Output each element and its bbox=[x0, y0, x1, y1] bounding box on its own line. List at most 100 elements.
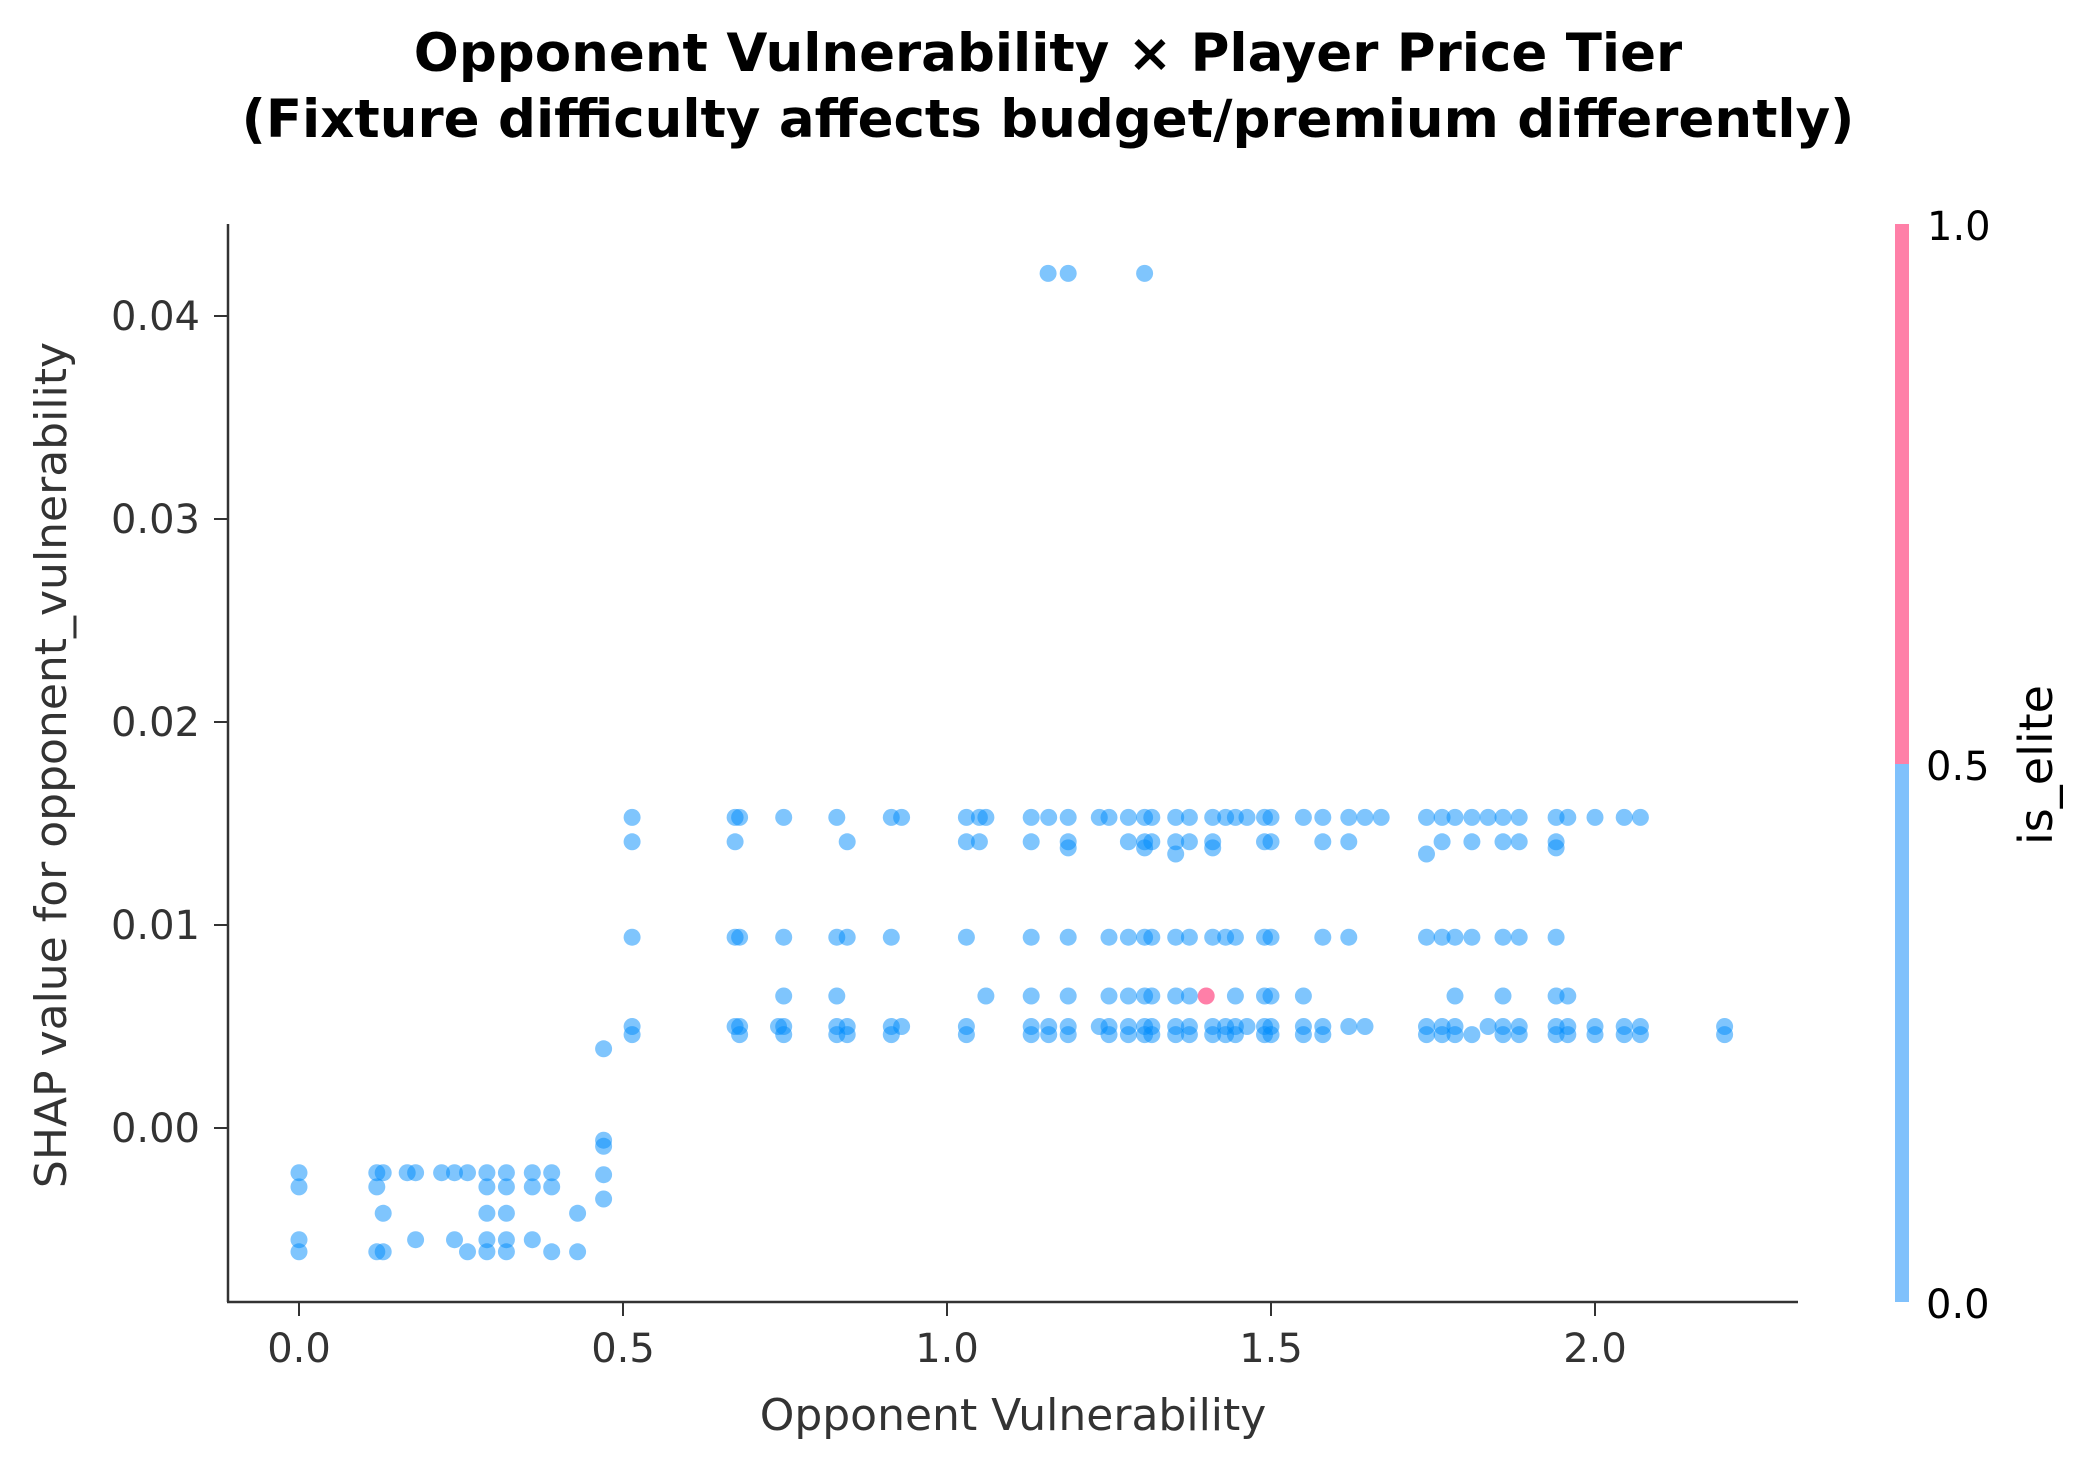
data-point-non-elite bbox=[1262, 1026, 1280, 1044]
data-point-non-elite bbox=[433, 1164, 451, 1182]
data-point-non-elite bbox=[1547, 1026, 1565, 1044]
x-axis-ticks: 0.0 0.5 1.0 1.5 2.0 bbox=[267, 1302, 1627, 1372]
data-point-non-elite bbox=[1022, 928, 1040, 946]
data-point-non-elite bbox=[1226, 987, 1244, 1005]
data-point-non-elite bbox=[1294, 808, 1312, 826]
data-point-non-elite bbox=[1559, 808, 1577, 826]
data-point-non-elite bbox=[731, 1026, 749, 1044]
x-tick-label: 2.0 bbox=[1563, 1326, 1627, 1372]
data-point-non-elite bbox=[1136, 839, 1154, 857]
y-tick-label: 0.01 bbox=[111, 903, 200, 949]
data-point-non-elite bbox=[1356, 808, 1374, 826]
data-point-non-elite bbox=[1340, 808, 1358, 826]
data-point-non-elite bbox=[478, 1231, 496, 1249]
data-point-non-elite bbox=[1615, 1026, 1633, 1044]
data-point-non-elite bbox=[623, 808, 641, 826]
data-point-non-elite bbox=[957, 833, 975, 851]
data-point-non-elite bbox=[775, 987, 793, 1005]
data-point-non-elite bbox=[977, 808, 995, 826]
data-point-non-elite bbox=[1022, 833, 1040, 851]
data-point-non-elite bbox=[543, 1178, 561, 1196]
data-point-non-elite bbox=[1204, 1026, 1222, 1044]
data-point-non-elite bbox=[623, 833, 641, 851]
data-point-non-elite bbox=[731, 928, 749, 946]
data-point-non-elite bbox=[1059, 928, 1077, 946]
data-point-non-elite bbox=[1262, 987, 1280, 1005]
data-points bbox=[290, 264, 1734, 1261]
data-point-non-elite bbox=[623, 1026, 641, 1044]
data-point-non-elite bbox=[1433, 833, 1451, 851]
data-point-non-elite bbox=[290, 1243, 308, 1261]
data-point-non-elite bbox=[838, 833, 856, 851]
data-point-non-elite bbox=[1262, 808, 1280, 826]
data-point-non-elite bbox=[1143, 1026, 1161, 1044]
data-point-non-elite bbox=[893, 808, 911, 826]
x-axis-label: Opponent Vulnerability bbox=[760, 1390, 1267, 1441]
data-point-non-elite bbox=[1446, 808, 1464, 826]
data-point-non-elite bbox=[478, 1243, 496, 1261]
data-point-non-elite bbox=[1479, 808, 1497, 826]
data-point-non-elite bbox=[1143, 808, 1161, 826]
data-point-non-elite bbox=[374, 1164, 392, 1182]
data-point-non-elite bbox=[543, 1243, 561, 1261]
data-point-non-elite bbox=[595, 1040, 613, 1058]
y-tick-label: 0.00 bbox=[111, 1106, 200, 1152]
data-point-non-elite bbox=[1418, 928, 1435, 946]
data-point-non-elite bbox=[569, 1204, 587, 1222]
data-point-non-elite bbox=[1119, 1026, 1137, 1044]
data-point-non-elite bbox=[1022, 1026, 1040, 1044]
y-tick-label: 0.04 bbox=[111, 294, 200, 340]
x-tick-label: 1.5 bbox=[1239, 1326, 1303, 1372]
data-point-non-elite bbox=[1463, 1026, 1481, 1044]
data-point-non-elite bbox=[1226, 928, 1244, 946]
data-point-non-elite bbox=[1547, 987, 1565, 1005]
data-point-non-elite bbox=[478, 1204, 496, 1222]
data-point-non-elite bbox=[1547, 928, 1565, 946]
data-point-non-elite bbox=[1059, 839, 1077, 857]
data-point-non-elite bbox=[1262, 833, 1280, 851]
data-point-non-elite bbox=[1586, 1026, 1604, 1044]
data-point-non-elite bbox=[523, 1231, 541, 1249]
data-point-non-elite bbox=[459, 1164, 476, 1182]
data-point-non-elite bbox=[1433, 1026, 1451, 1044]
data-point-non-elite bbox=[290, 1164, 308, 1182]
data-point-non-elite bbox=[1100, 928, 1118, 946]
data-point-non-elite bbox=[1143, 987, 1161, 1005]
data-point-non-elite bbox=[1547, 839, 1565, 857]
data-point-non-elite bbox=[1418, 845, 1435, 863]
data-point-non-elite bbox=[368, 1178, 386, 1196]
data-point-non-elite bbox=[1356, 1018, 1374, 1035]
data-point-non-elite bbox=[290, 1178, 308, 1196]
chart-subtitle: (Fixture difficulty affects budget/premi… bbox=[241, 89, 1855, 150]
data-point-non-elite bbox=[1143, 928, 1161, 946]
data-point-non-elite bbox=[1433, 928, 1451, 946]
data-point-non-elite bbox=[1294, 987, 1312, 1005]
data-point-non-elite bbox=[1340, 928, 1358, 946]
data-point-non-elite bbox=[1167, 845, 1185, 863]
data-point-non-elite bbox=[407, 1231, 425, 1249]
data-point-non-elite bbox=[374, 1243, 392, 1261]
data-point-non-elite bbox=[543, 1164, 561, 1182]
data-point-non-elite bbox=[1314, 808, 1332, 826]
data-point-non-elite bbox=[1510, 833, 1528, 851]
data-point-elite bbox=[1197, 987, 1215, 1005]
data-point-non-elite bbox=[1314, 833, 1332, 851]
data-point-non-elite bbox=[1022, 987, 1040, 1005]
data-point-non-elite bbox=[1100, 987, 1118, 1005]
data-point-non-elite bbox=[497, 1231, 515, 1249]
data-point-non-elite bbox=[977, 987, 995, 1005]
data-point-non-elite bbox=[595, 1166, 613, 1184]
data-point-non-elite bbox=[775, 928, 793, 946]
data-point-non-elite bbox=[775, 808, 793, 826]
data-point-non-elite bbox=[1463, 808, 1481, 826]
data-point-non-elite bbox=[459, 1243, 476, 1261]
data-point-non-elite bbox=[1180, 987, 1198, 1005]
data-point-non-elite bbox=[1559, 1026, 1577, 1044]
x-tick-label: 0.0 bbox=[267, 1326, 331, 1372]
data-point-non-elite bbox=[1180, 808, 1198, 826]
data-point-non-elite bbox=[497, 1164, 515, 1182]
data-point-non-elite bbox=[446, 1164, 463, 1182]
data-point-non-elite bbox=[446, 1231, 463, 1249]
data-point-non-elite bbox=[1510, 928, 1528, 946]
